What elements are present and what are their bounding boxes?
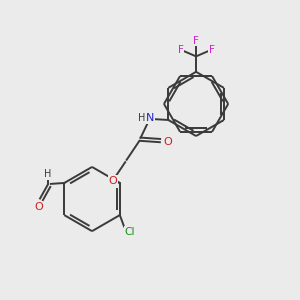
Text: H: H: [138, 113, 145, 123]
Text: O: O: [34, 202, 43, 212]
Text: N: N: [146, 113, 154, 124]
Text: O: O: [108, 176, 117, 186]
Text: F: F: [178, 45, 184, 55]
Text: H: H: [44, 169, 52, 179]
Text: O: O: [163, 137, 172, 147]
Text: Cl: Cl: [124, 227, 135, 237]
Text: F: F: [193, 36, 199, 46]
Text: F: F: [208, 45, 214, 55]
